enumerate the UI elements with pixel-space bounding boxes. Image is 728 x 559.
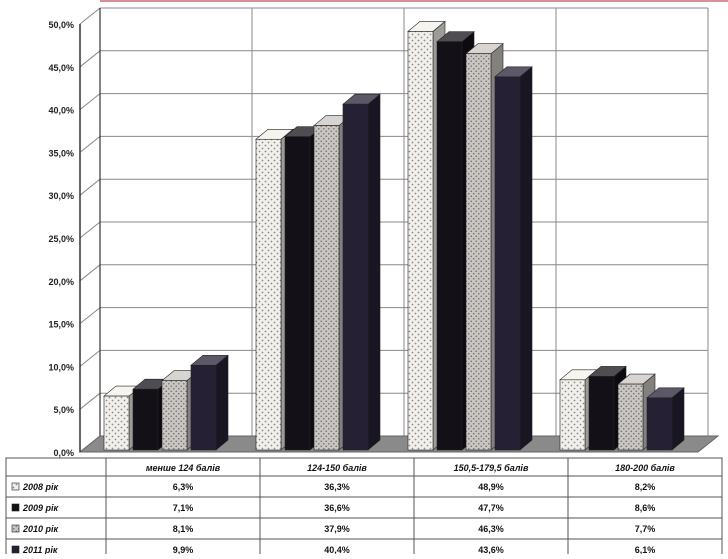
bar [465, 53, 492, 451]
bar [284, 136, 311, 451]
bar-side [367, 93, 381, 451]
bar-side [519, 66, 533, 451]
legend-swatch [11, 545, 20, 554]
legend-swatch [11, 524, 20, 533]
data-label: 48,9% [478, 482, 504, 492]
y-tick-label: 30,0% [48, 191, 74, 201]
bar [103, 395, 130, 451]
bar [342, 103, 369, 451]
bar [646, 397, 673, 451]
bar [255, 138, 282, 451]
bar [588, 376, 615, 451]
data-label: 9,9% [173, 545, 194, 554]
gridline-side [79, 7, 101, 25]
data-label: 43,6% [478, 545, 504, 554]
data-label: 8,1% [173, 524, 194, 534]
y-tick-label: 20,0% [48, 277, 74, 287]
gridline-side [79, 307, 101, 324]
data-label: 7,1% [173, 503, 194, 513]
legend-swatch [11, 482, 20, 491]
data-label: 40,4% [324, 545, 350, 554]
data-label: 36,3% [324, 482, 350, 492]
legend-label: 2010 рік [22, 524, 59, 534]
y-tick-label: 0,0% [53, 448, 74, 458]
bar-side [215, 354, 229, 451]
legend-label: 2008 рік [22, 482, 59, 492]
x-tick-label: менше 124 балів [146, 463, 221, 473]
bar [617, 383, 644, 451]
y-tick-label: 5,0% [53, 405, 74, 415]
data-label: 8,2% [635, 482, 656, 492]
data-label: 6,3% [173, 482, 194, 492]
gridline-side [79, 264, 101, 282]
y-tick-label: 50,0% [48, 20, 74, 30]
gridline-side [79, 136, 101, 153]
data-label: 47,7% [478, 503, 504, 513]
gridline-side [79, 350, 101, 367]
bar [190, 364, 217, 451]
gridline-side [79, 221, 101, 239]
bar [161, 380, 188, 451]
bar [436, 41, 463, 451]
legend-swatch [11, 503, 20, 512]
data-label: 36,6% [324, 503, 350, 513]
x-tick-label: 180-200 балів [615, 463, 675, 473]
data-label: 7,7% [635, 524, 656, 534]
data-label: 37,9% [324, 524, 350, 534]
legend-label: 2011 рік [22, 545, 58, 554]
bar [494, 76, 521, 451]
bar-side [671, 387, 685, 451]
bar [313, 125, 340, 451]
data-table [5, 457, 723, 559]
data-label: 8,6% [635, 503, 656, 513]
gridline-side [79, 392, 101, 410]
y-tick-label: 25,0% [48, 234, 74, 244]
gridline-side [79, 50, 101, 68]
y-tick-label: 35,0% [48, 148, 74, 158]
bar [559, 379, 586, 451]
gridline-side [79, 93, 101, 110]
bar [132, 388, 159, 451]
x-tick-label: 150,5-179,5 балів [454, 463, 529, 473]
y-tick-label: 45,0% [48, 63, 74, 73]
legend-label: 2009 рік [22, 503, 59, 513]
data-label: 46,3% [478, 524, 504, 534]
gridline-side [79, 178, 101, 196]
y-tick-label: 15,0% [48, 320, 74, 330]
x-tick-label: 124-150 балів [307, 463, 367, 473]
data-label: 6,1% [635, 545, 656, 554]
bar [407, 31, 434, 451]
y-tick-label: 10,0% [48, 362, 74, 372]
y-tick-label: 40,0% [48, 106, 74, 116]
